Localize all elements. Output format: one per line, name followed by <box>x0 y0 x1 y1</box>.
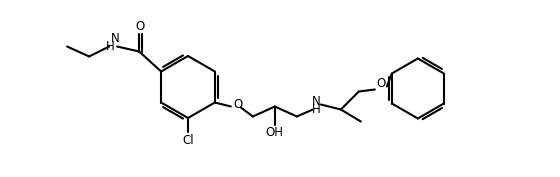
Text: O: O <box>376 77 385 90</box>
Text: N: N <box>111 32 119 45</box>
Text: O: O <box>136 20 145 33</box>
Text: OH: OH <box>266 126 284 139</box>
Text: H: H <box>311 103 320 116</box>
Text: O: O <box>233 98 242 111</box>
Text: H: H <box>106 40 115 53</box>
Text: Cl: Cl <box>182 133 194 147</box>
Text: N: N <box>311 95 320 108</box>
